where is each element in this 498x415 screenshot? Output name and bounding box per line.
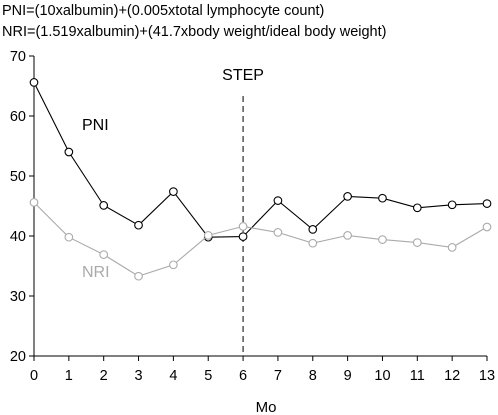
x-tick-label: 11 [410, 368, 425, 384]
data-point-nri [203, 231, 213, 240]
x-tick-label: 6 [239, 368, 247, 384]
x-tick-label: 2 [100, 368, 108, 384]
data-point-nri [308, 238, 318, 248]
x-tick-label: 10 [374, 368, 390, 384]
x-tick-label: 5 [204, 368, 212, 384]
x-tick-label: 7 [274, 368, 282, 384]
data-point-pni [412, 203, 422, 213]
y-tick-label: 50 [10, 169, 26, 185]
y-tick-label: 70 [10, 49, 26, 65]
data-point-pni [64, 147, 74, 157]
data-point-nri [447, 243, 457, 252]
series-pni [29, 78, 492, 242]
data-point-pni [99, 201, 109, 210]
data-point-pni [273, 196, 283, 205]
x-tick-label: 12 [444, 368, 460, 384]
y-tick-label: 60 [10, 109, 26, 125]
x-tick-label: 1 [65, 368, 73, 384]
data-point-pni [169, 187, 178, 196]
y-tick-label: 20 [10, 349, 26, 365]
data-point-nri [169, 260, 178, 270]
data-point-nri [273, 228, 283, 237]
data-point-pni [238, 232, 248, 241]
data-point-pni [447, 200, 457, 210]
data-point-nri [482, 222, 492, 232]
data-point-nri [134, 271, 143, 281]
x-tick-label: 0 [30, 368, 38, 384]
x-tick-label: 9 [344, 368, 352, 384]
series-line-pni [33, 82, 488, 238]
x-tick-label: 4 [169, 368, 177, 384]
formula-pni: PNI=(10xalbumin)+(0.005xtotal lymphocyte… [2, 3, 324, 19]
data-point-nri [64, 232, 74, 242]
x-axis-title: Mo [256, 399, 277, 415]
data-point-nri [412, 238, 422, 247]
step-label: STEP [222, 67, 264, 84]
labels-layer: PNI NRI [82, 117, 110, 281]
data-point-pni [378, 193, 387, 203]
data-point-pni [134, 220, 143, 230]
data-point-pni [482, 199, 492, 208]
data-point-nri [99, 250, 109, 259]
formula-nri: NRI=(1.519xalbumin)+(41.7xbody weight/id… [2, 24, 386, 40]
series-label-pni: PNI [82, 117, 109, 134]
x-tick-label: 13 [479, 368, 495, 384]
y-tick-label: 30 [10, 289, 26, 305]
data-point-nri [343, 231, 352, 240]
series-label-nri: NRI [82, 264, 110, 281]
data-point-nri [29, 198, 39, 207]
series-nri [29, 198, 492, 281]
data-point-pni [343, 192, 352, 201]
series-line-nri [33, 202, 488, 277]
data-point-pni [308, 225, 318, 234]
data-point-nri [378, 235, 387, 244]
data-point-nri [238, 222, 248, 231]
series-layer [29, 78, 492, 281]
step-annotation: STEP [222, 67, 264, 356]
x-tick-label: 3 [134, 368, 142, 384]
y-tick-label: 40 [10, 229, 26, 245]
data-point-pni [29, 78, 39, 87]
x-tick-label: 8 [309, 368, 317, 384]
